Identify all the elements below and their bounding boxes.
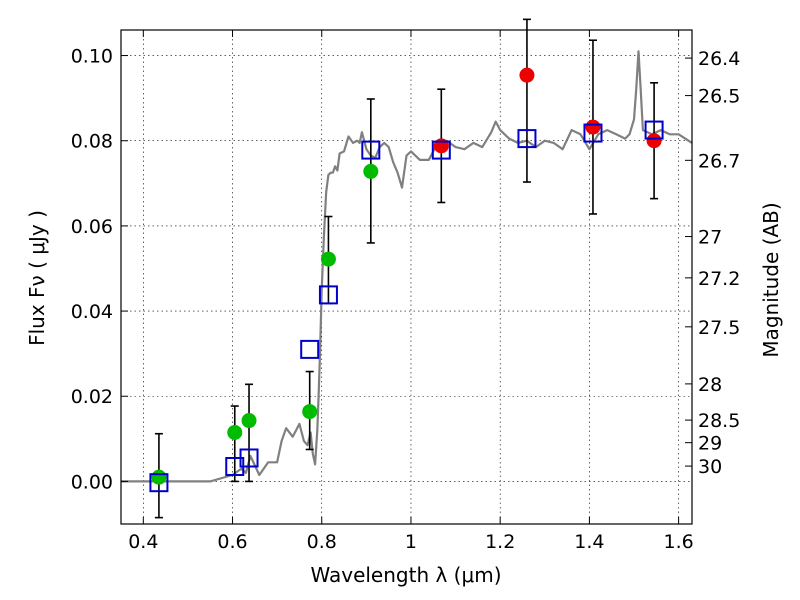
data-point xyxy=(519,67,535,83)
model-point xyxy=(431,140,451,160)
right-tick-label: 30 xyxy=(698,456,722,478)
right-tick-label: 26.5 xyxy=(698,86,740,108)
right-tick-label: 26.4 xyxy=(698,48,740,70)
right-tick-label: 28.5 xyxy=(698,410,740,432)
data-point xyxy=(320,251,336,267)
right-tick-label: 27.2 xyxy=(698,268,740,290)
data-point xyxy=(433,138,449,154)
grid xyxy=(121,30,692,524)
model-point xyxy=(300,339,320,359)
y-tick-label: 0.04 xyxy=(71,301,113,323)
x-axis-label: Wavelength λ (μm) xyxy=(310,563,501,587)
model-point xyxy=(318,285,338,305)
x-tick-label: 1 xyxy=(405,531,417,553)
x-tick-label: 0.4 xyxy=(128,531,158,553)
model-point xyxy=(239,448,259,468)
model-point xyxy=(644,120,664,140)
x-tick-label: 1.4 xyxy=(574,531,604,553)
y-tick-label: 0.02 xyxy=(71,386,113,408)
right-axis-label: Magnitude (AB) xyxy=(759,202,783,357)
data-point xyxy=(363,163,379,179)
axes: 0.4 0.6 0.8 1 1.2 1.4 1.6 0.00 0.02 0.04 0.06 0.08 0… xyxy=(71,29,740,553)
right-tick-label: 28 xyxy=(698,374,722,396)
data-point xyxy=(151,469,167,485)
model-point xyxy=(361,140,381,160)
y-tick-label: 0.06 xyxy=(71,216,113,238)
data-point xyxy=(227,424,243,440)
right-tick-label: 27 xyxy=(698,227,722,249)
x-tick-label: 1.6 xyxy=(664,531,694,553)
data-point xyxy=(646,133,662,149)
x-tick-label: 0.6 xyxy=(217,531,247,553)
model-spectrum-line xyxy=(121,50,693,483)
model-point xyxy=(149,473,169,493)
model-point xyxy=(517,129,537,149)
x-tick-label: 0.8 xyxy=(307,531,337,553)
data-point xyxy=(302,404,318,420)
data-point xyxy=(241,413,257,429)
x-tick-label: 1.2 xyxy=(485,531,515,553)
y-tick-label: 0.10 xyxy=(71,46,113,68)
right-tick-label: 26.7 xyxy=(698,150,740,172)
plot-frame xyxy=(120,29,693,525)
y-tick-label: 0.08 xyxy=(71,131,113,153)
right-tick-label: 29 xyxy=(698,433,722,455)
data-point xyxy=(585,119,601,135)
model-point xyxy=(583,123,603,143)
y-tick-label: 0.00 xyxy=(71,471,113,493)
data-series xyxy=(121,18,693,519)
y-axis-label: Flux Fν ( μJy ) xyxy=(25,210,49,346)
right-tick-label: 27.5 xyxy=(698,317,740,339)
